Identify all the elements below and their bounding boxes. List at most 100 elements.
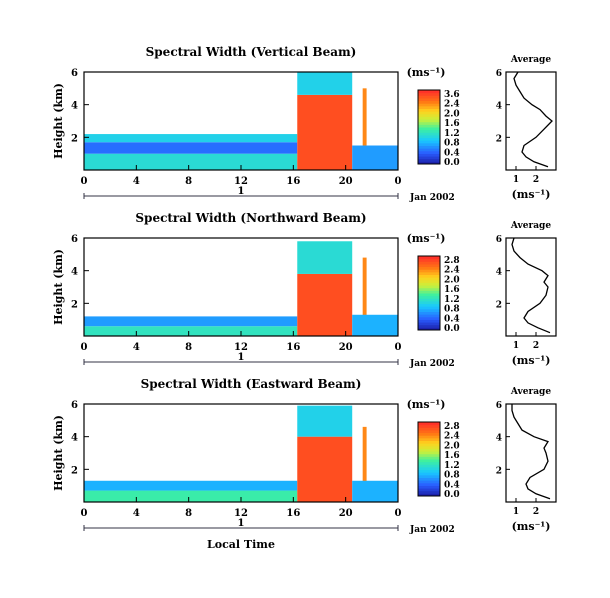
colorbar-swatch	[418, 429, 440, 434]
colorbar-swatch	[418, 285, 440, 289]
colorbar-tick-label: 1.6	[444, 285, 460, 295]
colorbar-swatch	[418, 153, 440, 157]
colorbar-swatch	[418, 469, 440, 473]
colorbar-tick-label: 0.0	[444, 490, 460, 500]
colorbar-swatch	[418, 311, 440, 315]
colorbar-tick-label: 2.0	[444, 441, 460, 451]
colorbar-swatch	[418, 461, 440, 465]
colorbar-tick-label: 0.0	[444, 158, 460, 168]
colorbar-swatch	[418, 490, 440, 494]
colorbar-tick-label: 1.2	[444, 461, 460, 471]
day-label: 1	[238, 518, 245, 529]
y-tick-label: 4	[71, 101, 78, 112]
heatmap-region	[84, 316, 298, 327]
colorbar-unit: (ms⁻¹)	[407, 66, 446, 79]
y-axis-label: Height (km)	[52, 83, 65, 159]
colorbar-swatch	[418, 271, 440, 275]
colorbar-swatch	[418, 422, 440, 426]
x-tick-label: 12	[234, 342, 248, 353]
colorbar-swatch	[418, 129, 440, 133]
colorbar-swatch	[418, 103, 440, 107]
average-frame	[505, 403, 557, 503]
colorbar-tick-label: 2.4	[444, 100, 460, 110]
heatmap-region	[84, 134, 298, 143]
x-tick-label: 20	[339, 508, 353, 519]
colorbar-tick-label: 2.4	[444, 266, 460, 276]
colorbar-swatch	[418, 111, 440, 115]
x-tick-label: 16	[286, 342, 300, 353]
colorbar-swatch	[418, 261, 440, 265]
colorbar-swatch	[418, 90, 440, 94]
colorbar-swatch	[418, 161, 440, 165]
y-tick-label: 6	[71, 68, 78, 79]
x-tick-label: 0	[395, 342, 402, 353]
colorbar-swatch	[418, 432, 440, 436]
average-x-tick-label: 2	[533, 175, 539, 185]
chart-title: Spectral Width (Eastward Beam)	[141, 377, 362, 391]
colorbar-swatch	[418, 443, 440, 447]
colorbar-swatch	[418, 95, 440, 99]
average-profile-line	[513, 71, 553, 168]
colorbar-swatch	[418, 445, 440, 449]
colorbar-swatch	[418, 493, 440, 497]
colorbar-unit: (ms⁻¹)	[407, 232, 446, 245]
colorbar-swatch	[418, 448, 440, 452]
colorbar-swatch	[418, 306, 440, 310]
x-tick-label: 8	[185, 176, 192, 187]
colorbar-swatch	[418, 100, 440, 104]
colorbar-swatch	[418, 274, 440, 278]
date-label: Jan 2002	[409, 193, 455, 203]
heatmap-region	[352, 314, 398, 336]
heatmap-region	[352, 145, 398, 170]
x-tick-label: 0	[81, 508, 88, 519]
colorbar-swatch	[418, 295, 440, 299]
colorbar-swatch	[418, 474, 440, 478]
colorbar-swatch	[418, 456, 440, 460]
colorbar-swatch	[418, 322, 440, 326]
heatmap-region	[297, 72, 353, 95]
heatmap-region	[84, 326, 298, 336]
colorbar-tick-label: 1.2	[444, 295, 460, 305]
colorbar-swatch	[418, 137, 440, 141]
y-tick-label: 4	[71, 433, 78, 444]
colorbar-tick-label: 2.8	[444, 422, 460, 432]
colorbar-tick-label: 0.4	[444, 314, 460, 324]
colorbar-swatch	[418, 116, 440, 120]
average-frame	[505, 237, 557, 337]
colorbar-swatch	[418, 127, 440, 131]
y-axis-label: Height (km)	[52, 415, 65, 491]
colorbar-swatch	[418, 437, 440, 441]
x-tick-label: 4	[133, 176, 140, 187]
colorbar-swatch	[418, 464, 440, 468]
heatmap-region	[362, 257, 367, 328]
heatmap-region	[84, 490, 298, 502]
colorbar-swatch	[418, 427, 440, 431]
average-x-label: (ms⁻¹)	[512, 520, 551, 533]
y-axis-label: Height (km)	[52, 249, 65, 325]
colorbar-swatch	[418, 485, 440, 489]
colorbar-frame	[417, 89, 441, 165]
average-x-label: (ms⁻¹)	[512, 354, 551, 367]
average-x-tick-label: 2	[533, 507, 539, 517]
average-y-tick-label: 2	[496, 134, 502, 144]
average-frame	[505, 71, 557, 171]
chart-title: Spectral Width (Northward Beam)	[135, 211, 366, 225]
heatmap-region	[352, 480, 398, 502]
x-tick-label: 0	[395, 508, 402, 519]
y-tick-label: 2	[71, 465, 78, 476]
colorbar-tick-label: 0.8	[444, 139, 460, 149]
heatmap-region	[362, 88, 367, 162]
x-tick-label: 20	[339, 342, 353, 353]
y-tick-label: 4	[71, 267, 78, 278]
average-title: Average	[510, 221, 551, 231]
x-tick-label: 20	[339, 176, 353, 187]
colorbar-unit: (ms⁻¹)	[407, 398, 446, 411]
x-tick-label: 12	[234, 176, 248, 187]
colorbar-swatch	[418, 440, 440, 444]
average-y-tick-label: 4	[496, 268, 502, 278]
x-tick-label: 16	[286, 176, 300, 187]
colorbar-swatch	[418, 477, 440, 481]
x-tick-label: 8	[185, 342, 192, 353]
colorbar-frame	[417, 421, 441, 497]
